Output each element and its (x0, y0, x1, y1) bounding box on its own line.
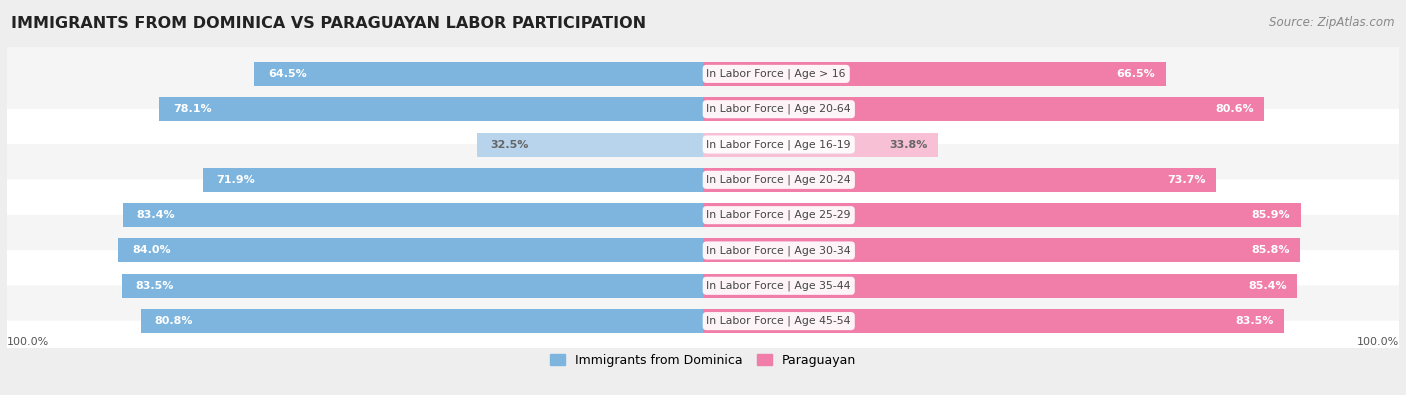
Bar (477, 132, 703, 156)
Text: 80.6%: 80.6% (1215, 104, 1254, 114)
Bar (703, 132, 938, 156)
Text: In Labor Force | Age 25-29: In Labor Force | Age 25-29 (706, 210, 851, 220)
Text: 32.5%: 32.5% (491, 139, 529, 150)
Text: 33.8%: 33.8% (890, 139, 928, 150)
FancyBboxPatch shape (0, 251, 1406, 321)
Text: 85.4%: 85.4% (1249, 281, 1286, 291)
Bar (703, 203, 1301, 227)
Text: 83.4%: 83.4% (136, 210, 176, 220)
Bar (122, 274, 703, 298)
Text: In Labor Force | Age 16-19: In Labor Force | Age 16-19 (706, 139, 851, 150)
Text: 84.0%: 84.0% (132, 245, 172, 256)
Text: 100.0%: 100.0% (1357, 337, 1399, 346)
Legend: Immigrants from Dominica, Paraguayan: Immigrants from Dominica, Paraguayan (550, 354, 856, 367)
Text: In Labor Force | Age 35-44: In Labor Force | Age 35-44 (706, 280, 851, 291)
Text: 78.1%: 78.1% (173, 104, 212, 114)
Text: 80.8%: 80.8% (155, 316, 193, 326)
Text: In Labor Force | Age 20-24: In Labor Force | Age 20-24 (706, 175, 851, 185)
Bar (159, 97, 703, 121)
Text: 83.5%: 83.5% (1236, 316, 1274, 326)
Text: IMMIGRANTS FROM DOMINICA VS PARAGUAYAN LABOR PARTICIPATION: IMMIGRANTS FROM DOMINICA VS PARAGUAYAN L… (11, 16, 647, 31)
Text: 85.8%: 85.8% (1251, 245, 1289, 256)
Text: 73.7%: 73.7% (1167, 175, 1205, 185)
Bar (703, 62, 1166, 86)
Text: 85.9%: 85.9% (1251, 210, 1291, 220)
Text: 100.0%: 100.0% (7, 337, 49, 346)
Bar (118, 239, 703, 263)
FancyBboxPatch shape (0, 109, 1406, 179)
FancyBboxPatch shape (0, 74, 1406, 144)
Bar (122, 203, 703, 227)
FancyBboxPatch shape (0, 286, 1406, 356)
Bar (703, 239, 1301, 263)
Text: 66.5%: 66.5% (1116, 69, 1156, 79)
Text: 71.9%: 71.9% (217, 175, 256, 185)
Text: Source: ZipAtlas.com: Source: ZipAtlas.com (1270, 16, 1395, 29)
Text: 83.5%: 83.5% (136, 281, 174, 291)
FancyBboxPatch shape (0, 145, 1406, 215)
FancyBboxPatch shape (0, 180, 1406, 250)
FancyBboxPatch shape (0, 39, 1406, 109)
Bar (703, 274, 1298, 298)
Bar (703, 309, 1284, 333)
Bar (254, 62, 703, 86)
Bar (141, 309, 703, 333)
Bar (703, 168, 1216, 192)
FancyBboxPatch shape (0, 216, 1406, 286)
Bar (202, 168, 703, 192)
Text: In Labor Force | Age 45-54: In Labor Force | Age 45-54 (706, 316, 851, 326)
Bar (703, 97, 1264, 121)
Text: In Labor Force | Age > 16: In Labor Force | Age > 16 (706, 69, 846, 79)
Text: In Labor Force | Age 20-64: In Labor Force | Age 20-64 (706, 104, 851, 115)
Text: In Labor Force | Age 30-34: In Labor Force | Age 30-34 (706, 245, 851, 256)
Text: 64.5%: 64.5% (269, 69, 307, 79)
